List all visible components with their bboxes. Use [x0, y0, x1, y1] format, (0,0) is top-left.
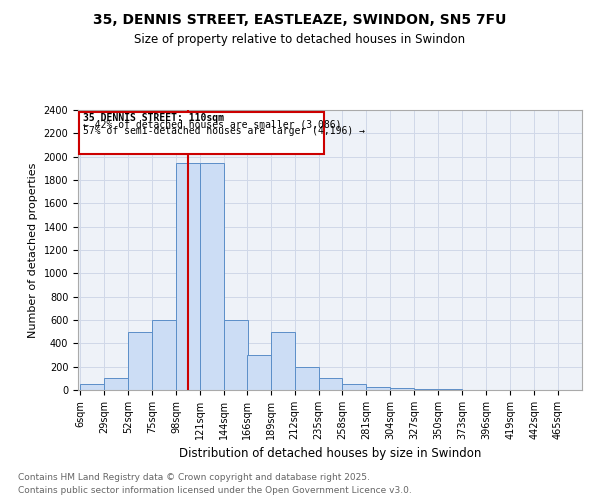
- Bar: [128, 332, 152, 390]
- Bar: [415, 389, 438, 390]
- Bar: [247, 355, 271, 390]
- Text: 35, DENNIS STREET, EASTLEAZE, SWINDON, SN5 7FU: 35, DENNIS STREET, EASTLEAZE, SWINDON, S…: [94, 12, 506, 26]
- Bar: [295, 366, 319, 390]
- Bar: [104, 378, 128, 390]
- Bar: [319, 378, 343, 390]
- Y-axis label: Number of detached properties: Number of detached properties: [28, 162, 38, 338]
- Bar: [80, 384, 104, 390]
- Text: Contains HM Land Registry data © Crown copyright and database right 2025.: Contains HM Land Registry data © Crown c…: [18, 474, 370, 482]
- Bar: [79, 112, 324, 154]
- Bar: [224, 320, 248, 390]
- Text: Contains public sector information licensed under the Open Government Licence v3: Contains public sector information licen…: [18, 486, 412, 495]
- Bar: [391, 388, 415, 390]
- Bar: [367, 386, 391, 390]
- Bar: [343, 384, 367, 390]
- Text: Size of property relative to detached houses in Swindon: Size of property relative to detached ho…: [134, 32, 466, 46]
- Bar: [176, 162, 200, 390]
- Text: ← 42% of detached houses are smaller (3,086): ← 42% of detached houses are smaller (3,…: [83, 119, 342, 129]
- Bar: [200, 162, 224, 390]
- Bar: [152, 320, 176, 390]
- Text: 35 DENNIS STREET: 110sqm: 35 DENNIS STREET: 110sqm: [83, 114, 224, 124]
- Bar: [271, 332, 295, 390]
- Text: 57% of semi-detached houses are larger (4,196) →: 57% of semi-detached houses are larger (…: [83, 126, 365, 136]
- X-axis label: Distribution of detached houses by size in Swindon: Distribution of detached houses by size …: [179, 448, 481, 460]
